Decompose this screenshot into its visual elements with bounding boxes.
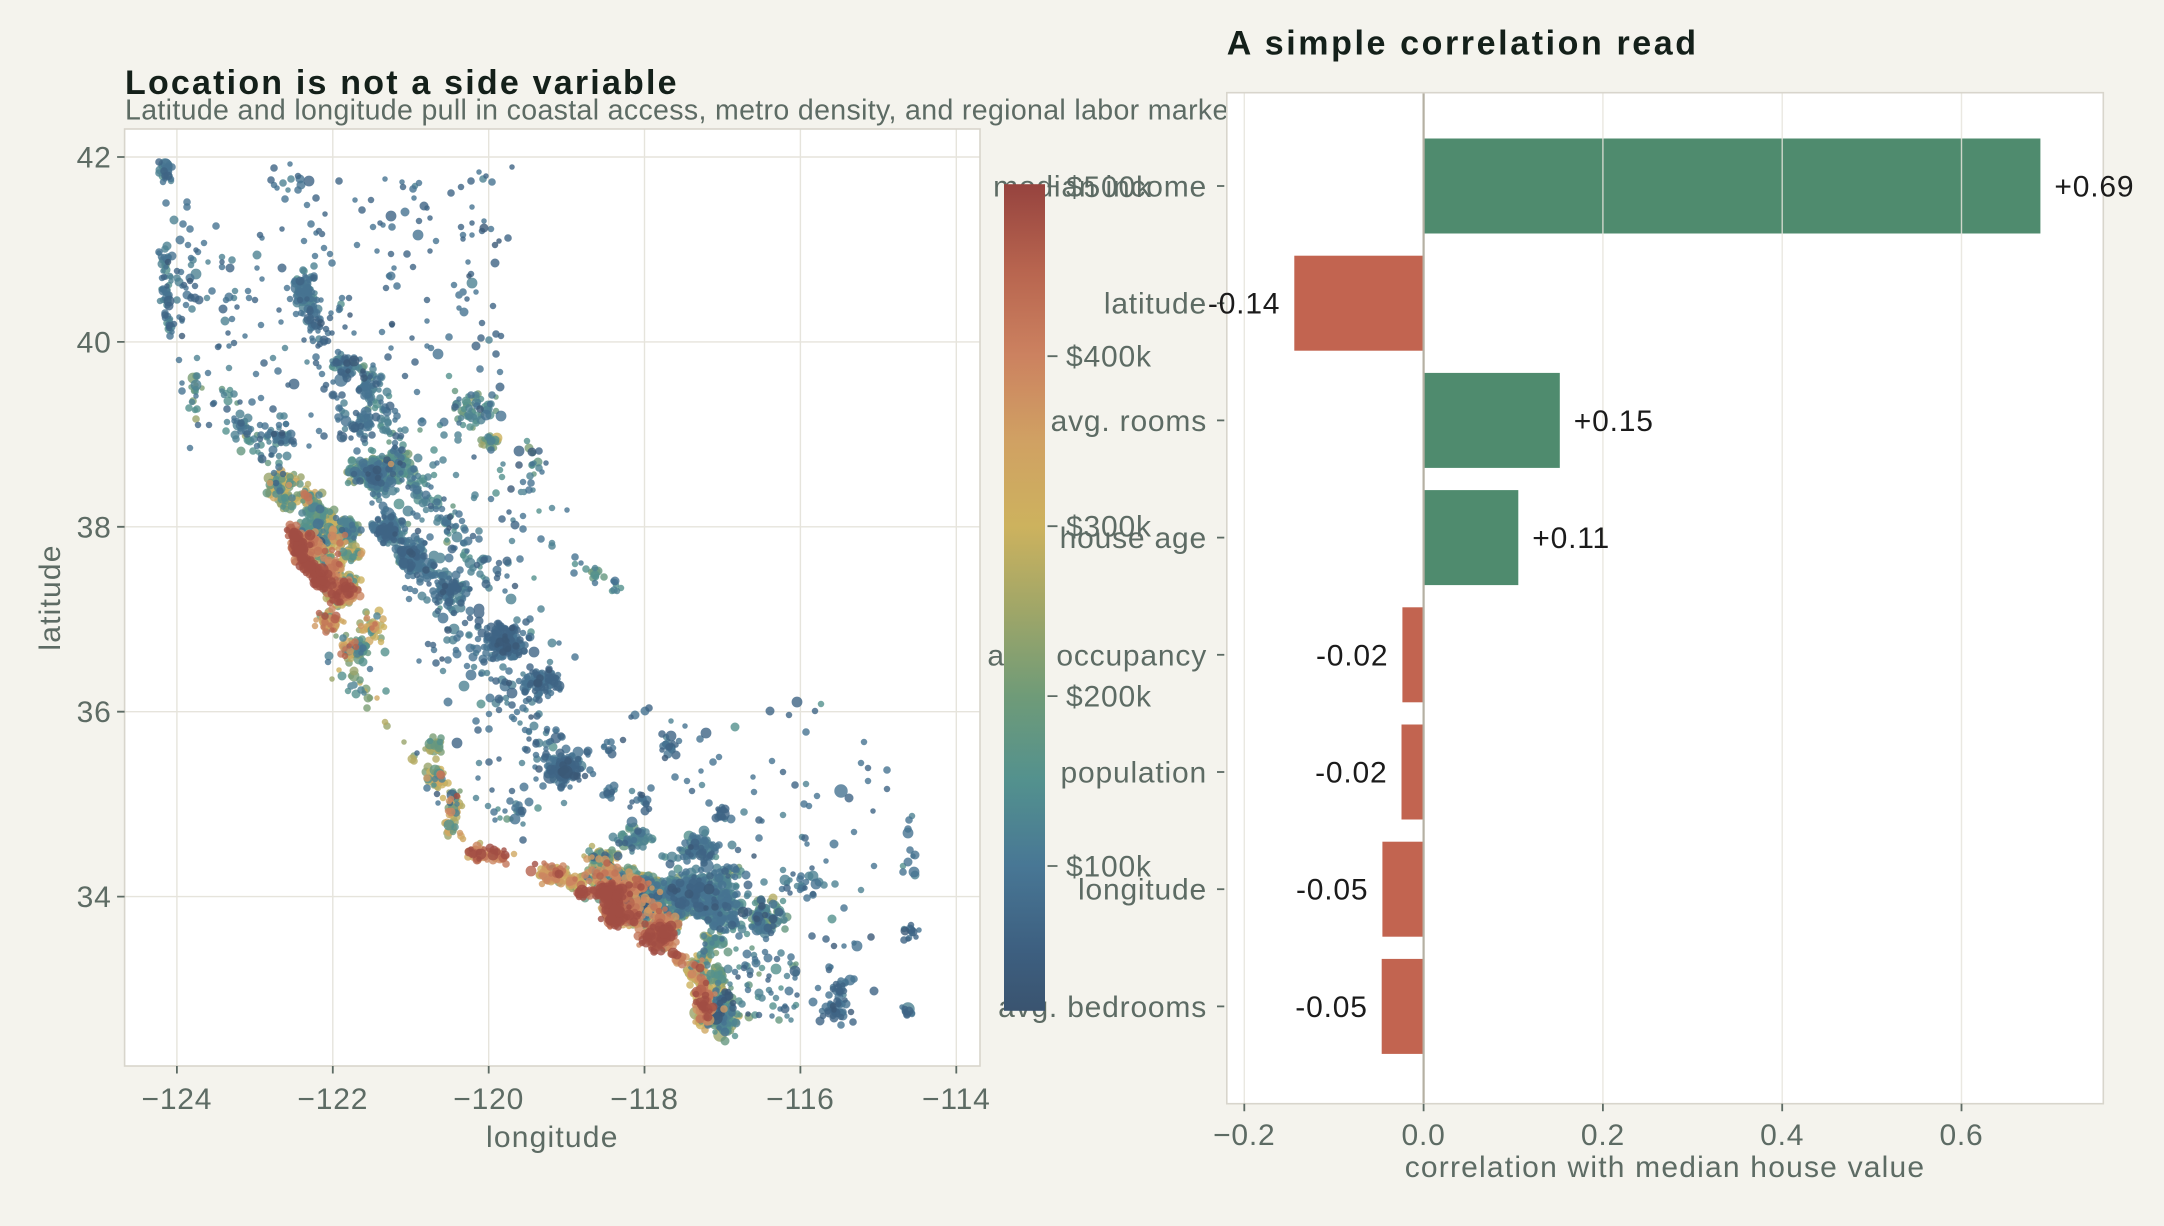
svg-text:$200k: $200k xyxy=(1066,681,1152,714)
svg-text:−122: −122 xyxy=(297,1083,368,1116)
svg-text:latitude: latitude xyxy=(34,544,67,650)
svg-text:−114: −114 xyxy=(922,1083,991,1116)
svg-text:$400k: $400k xyxy=(1066,341,1152,374)
svg-text:latitude: latitude xyxy=(1104,288,1207,321)
svg-text:avg. rooms: avg. rooms xyxy=(1051,405,1207,438)
svg-text:+0.69: +0.69 xyxy=(2054,171,2134,204)
svg-text:-0.14: -0.14 xyxy=(1208,288,1280,321)
svg-text:longitude: longitude xyxy=(1078,874,1207,907)
svg-text:house age: house age xyxy=(1060,522,1207,555)
svg-text:0.6: 0.6 xyxy=(1939,1119,1983,1152)
svg-text:Location is not a side variabl: Location is not a side variable xyxy=(125,64,679,102)
svg-text:−124: −124 xyxy=(142,1083,213,1116)
svg-text:$100k: $100k xyxy=(1066,851,1152,884)
svg-text:-0.02: -0.02 xyxy=(1315,757,1387,790)
svg-text:$300k: $300k xyxy=(1066,511,1152,544)
svg-text:-0.02: -0.02 xyxy=(1316,639,1388,672)
svg-text:38: 38 xyxy=(77,511,112,544)
svg-text:42: 42 xyxy=(77,142,112,175)
svg-text:−120: −120 xyxy=(453,1083,524,1116)
svg-text:correlation with median house: correlation with median house value xyxy=(1405,1151,1926,1184)
svg-text:40: 40 xyxy=(77,326,112,359)
svg-text:−118: −118 xyxy=(610,1083,679,1116)
svg-text:34: 34 xyxy=(77,881,112,914)
svg-text:0.0: 0.0 xyxy=(1402,1119,1446,1152)
svg-text:−0.2: −0.2 xyxy=(1213,1119,1275,1152)
svg-text:0.2: 0.2 xyxy=(1581,1119,1625,1152)
svg-text:longitude: longitude xyxy=(486,1121,619,1154)
svg-text:A simple correlation read: A simple correlation read xyxy=(1227,25,1699,63)
svg-text:+0.15: +0.15 xyxy=(1574,405,1654,438)
svg-text:$500k: $500k xyxy=(1066,171,1152,204)
svg-text:Latitude and longitude pull in: Latitude and longitude pull in coastal a… xyxy=(125,95,1260,127)
svg-text:-0.05: -0.05 xyxy=(1295,991,1367,1024)
svg-text:population: population xyxy=(1061,757,1207,790)
svg-text:−116: −116 xyxy=(766,1083,835,1116)
svg-text:+0.11: +0.11 xyxy=(1532,522,1610,555)
svg-text:0.4: 0.4 xyxy=(1760,1119,1804,1152)
svg-text:-0.05: -0.05 xyxy=(1296,874,1368,907)
svg-text:36: 36 xyxy=(77,696,112,729)
